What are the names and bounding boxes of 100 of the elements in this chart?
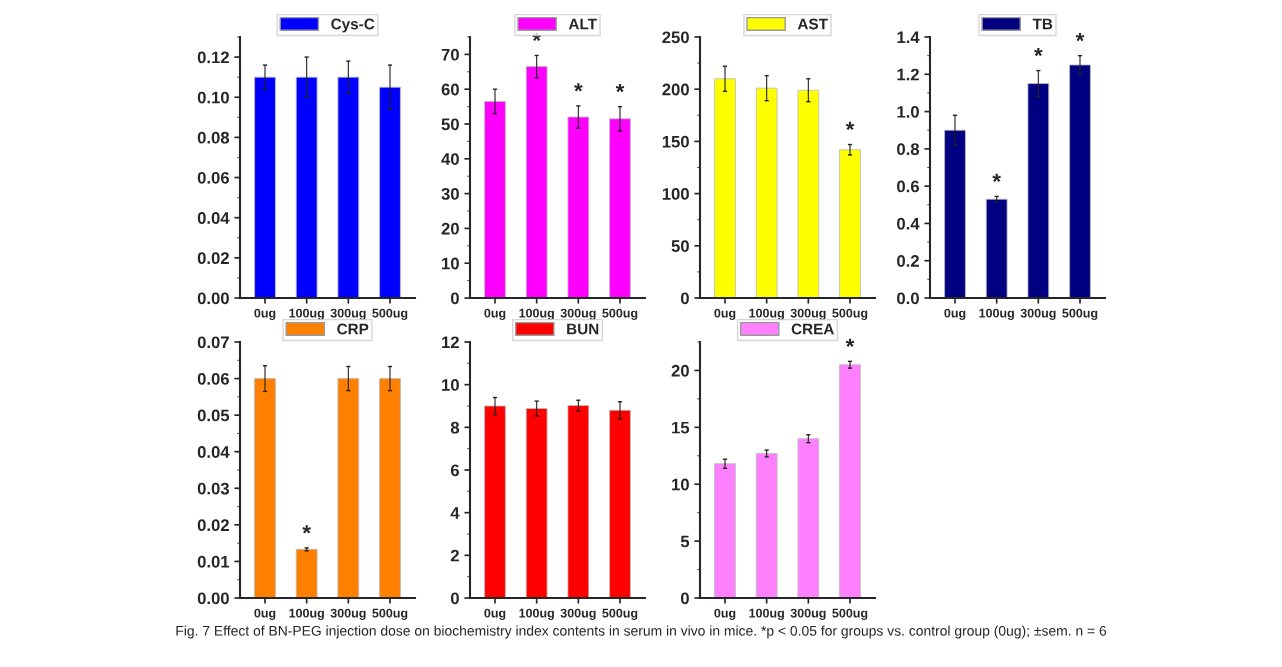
x-tick-label: 300ug	[1020, 308, 1056, 321]
annotation: *	[1075, 32, 1085, 42]
bar	[944, 129, 966, 298]
annotation: *	[992, 173, 1001, 182]
y-tick-label: 200	[662, 83, 689, 96]
bar	[525, 66, 548, 298]
bar	[567, 116, 590, 298]
x-tick-label: 0ug	[254, 608, 276, 621]
x-tick-label: 500ug	[372, 608, 408, 621]
y-tick-label: 0.02	[197, 519, 229, 532]
x-tick-label: 0ug	[254, 308, 276, 321]
y-tick-label: 30	[441, 188, 459, 200]
annotation: *	[302, 525, 311, 534]
x-tick-label: 100ug	[289, 608, 324, 621]
y-tick-label: 50	[671, 240, 689, 252]
y-tick-label: 0.10	[197, 91, 229, 104]
x-tick-label: 0ug	[714, 308, 736, 321]
y-tick-label: 20	[441, 222, 459, 235]
y-tick-label: 4	[450, 507, 460, 519]
y-tick-label: 0.2	[897, 255, 919, 267]
bar	[755, 453, 778, 598]
bar	[797, 89, 820, 298]
y-tick-label: 0.8	[897, 143, 920, 156]
bar	[1069, 64, 1091, 298]
x-tick-label: 500ug	[602, 308, 638, 321]
y-tick-label: 6	[450, 464, 459, 477]
annotation: *	[574, 83, 583, 92]
y-tick-label: 1.2	[897, 68, 919, 81]
legend-label: CRP	[337, 323, 369, 335]
bar	[839, 364, 861, 598]
y-tick-label: 0.05	[197, 409, 230, 422]
y-tick-label: 15	[672, 421, 690, 434]
y-tick-label: 0.06	[197, 171, 229, 184]
y-tick-label: 0.01	[197, 555, 230, 568]
x-tick-label: 500ug	[832, 308, 868, 321]
y-tick-label: 0	[450, 592, 459, 605]
y-tick-label: 0.00	[197, 592, 229, 605]
y-tick-label: 0.04	[197, 446, 230, 458]
x-tick-label: 100ug	[979, 308, 1014, 321]
y-tick-label: 100	[662, 188, 689, 200]
bar	[714, 463, 736, 598]
y-tick-label: 0.07	[197, 336, 229, 349]
y-tick-label: 250	[662, 31, 689, 44]
x-tick-label: 0ug	[484, 608, 506, 621]
y-tick-label: 10	[442, 257, 459, 270]
y-tick-label: 0.08	[197, 131, 230, 144]
x-tick-label: 300ug	[790, 608, 826, 621]
y-tick-label: 0.06	[197, 372, 229, 385]
bar	[797, 438, 820, 598]
y-tick-label: 0.4	[897, 217, 920, 230]
x-tick-label: 300ug	[560, 608, 596, 621]
x-tick-label: 0ug	[714, 608, 736, 621]
x-tick-label: 500ug	[602, 608, 638, 621]
x-tick-label: 500ug	[372, 308, 408, 321]
y-tick-label: 60	[441, 83, 459, 96]
annotation: *	[845, 121, 855, 131]
bar	[1027, 83, 1050, 298]
y-tick-label: 70	[441, 48, 459, 61]
bar	[985, 198, 1008, 298]
y-tick-label: 150	[662, 135, 689, 148]
y-tick-label: 0.02	[197, 252, 229, 265]
legend-label: CREA	[791, 323, 834, 335]
y-tick-label: 50	[441, 118, 459, 131]
legend-label: Cys-C	[331, 18, 375, 33]
y-tick-label: 0.6	[897, 180, 919, 193]
x-tick-label: 300ug	[330, 308, 366, 321]
legend-label: AST	[797, 18, 828, 30]
legend-label: BUN	[567, 323, 599, 335]
x-tick-label: 300ug	[560, 308, 596, 321]
y-tick-label: 0	[680, 292, 689, 305]
bar	[714, 78, 736, 298]
bar	[755, 87, 778, 298]
y-tick-label: 0	[450, 292, 459, 305]
caption: Fig. 7 Effect of BN-PEG injection dose on biochemistry index contents in serum in vivo in mice. *p < 0.05 for groups vs. control group (0ug); ±sem. n = 6	[176, 625, 1107, 639]
x-tick-label: 300ug	[790, 308, 826, 321]
y-tick-label: 0.0	[897, 292, 919, 305]
y-tick-label: 0	[680, 592, 689, 605]
y-tick-label: 0.04	[197, 212, 230, 224]
y-tick-label: 5	[680, 535, 690, 548]
y-tick-label: 1.4	[897, 31, 920, 44]
legend-label: ALT	[568, 18, 597, 30]
y-tick-label: 0.12	[197, 51, 229, 64]
x-tick-label: 500ug	[832, 608, 868, 621]
bar	[484, 100, 506, 298]
y-tick-label: 1.0	[897, 105, 919, 118]
x-tick-label: 0ug	[944, 308, 966, 321]
legend-label: TB	[1032, 18, 1053, 30]
y-tick-label: 20	[671, 364, 689, 377]
annotation: *	[1034, 47, 1043, 57]
y-tick-label: 0.00	[197, 292, 229, 305]
y-tick-label: 40	[441, 153, 459, 165]
y-tick-label: 10	[672, 478, 689, 491]
bar	[839, 149, 861, 298]
x-tick-label: 300ug	[330, 608, 366, 621]
annotation: *	[615, 83, 625, 93]
x-tick-label: 500ug	[1062, 308, 1098, 321]
x-tick-label: 100ug	[749, 608, 784, 621]
y-tick-label: 8	[450, 421, 460, 434]
bar	[609, 118, 631, 298]
annotation: *	[532, 32, 541, 42]
